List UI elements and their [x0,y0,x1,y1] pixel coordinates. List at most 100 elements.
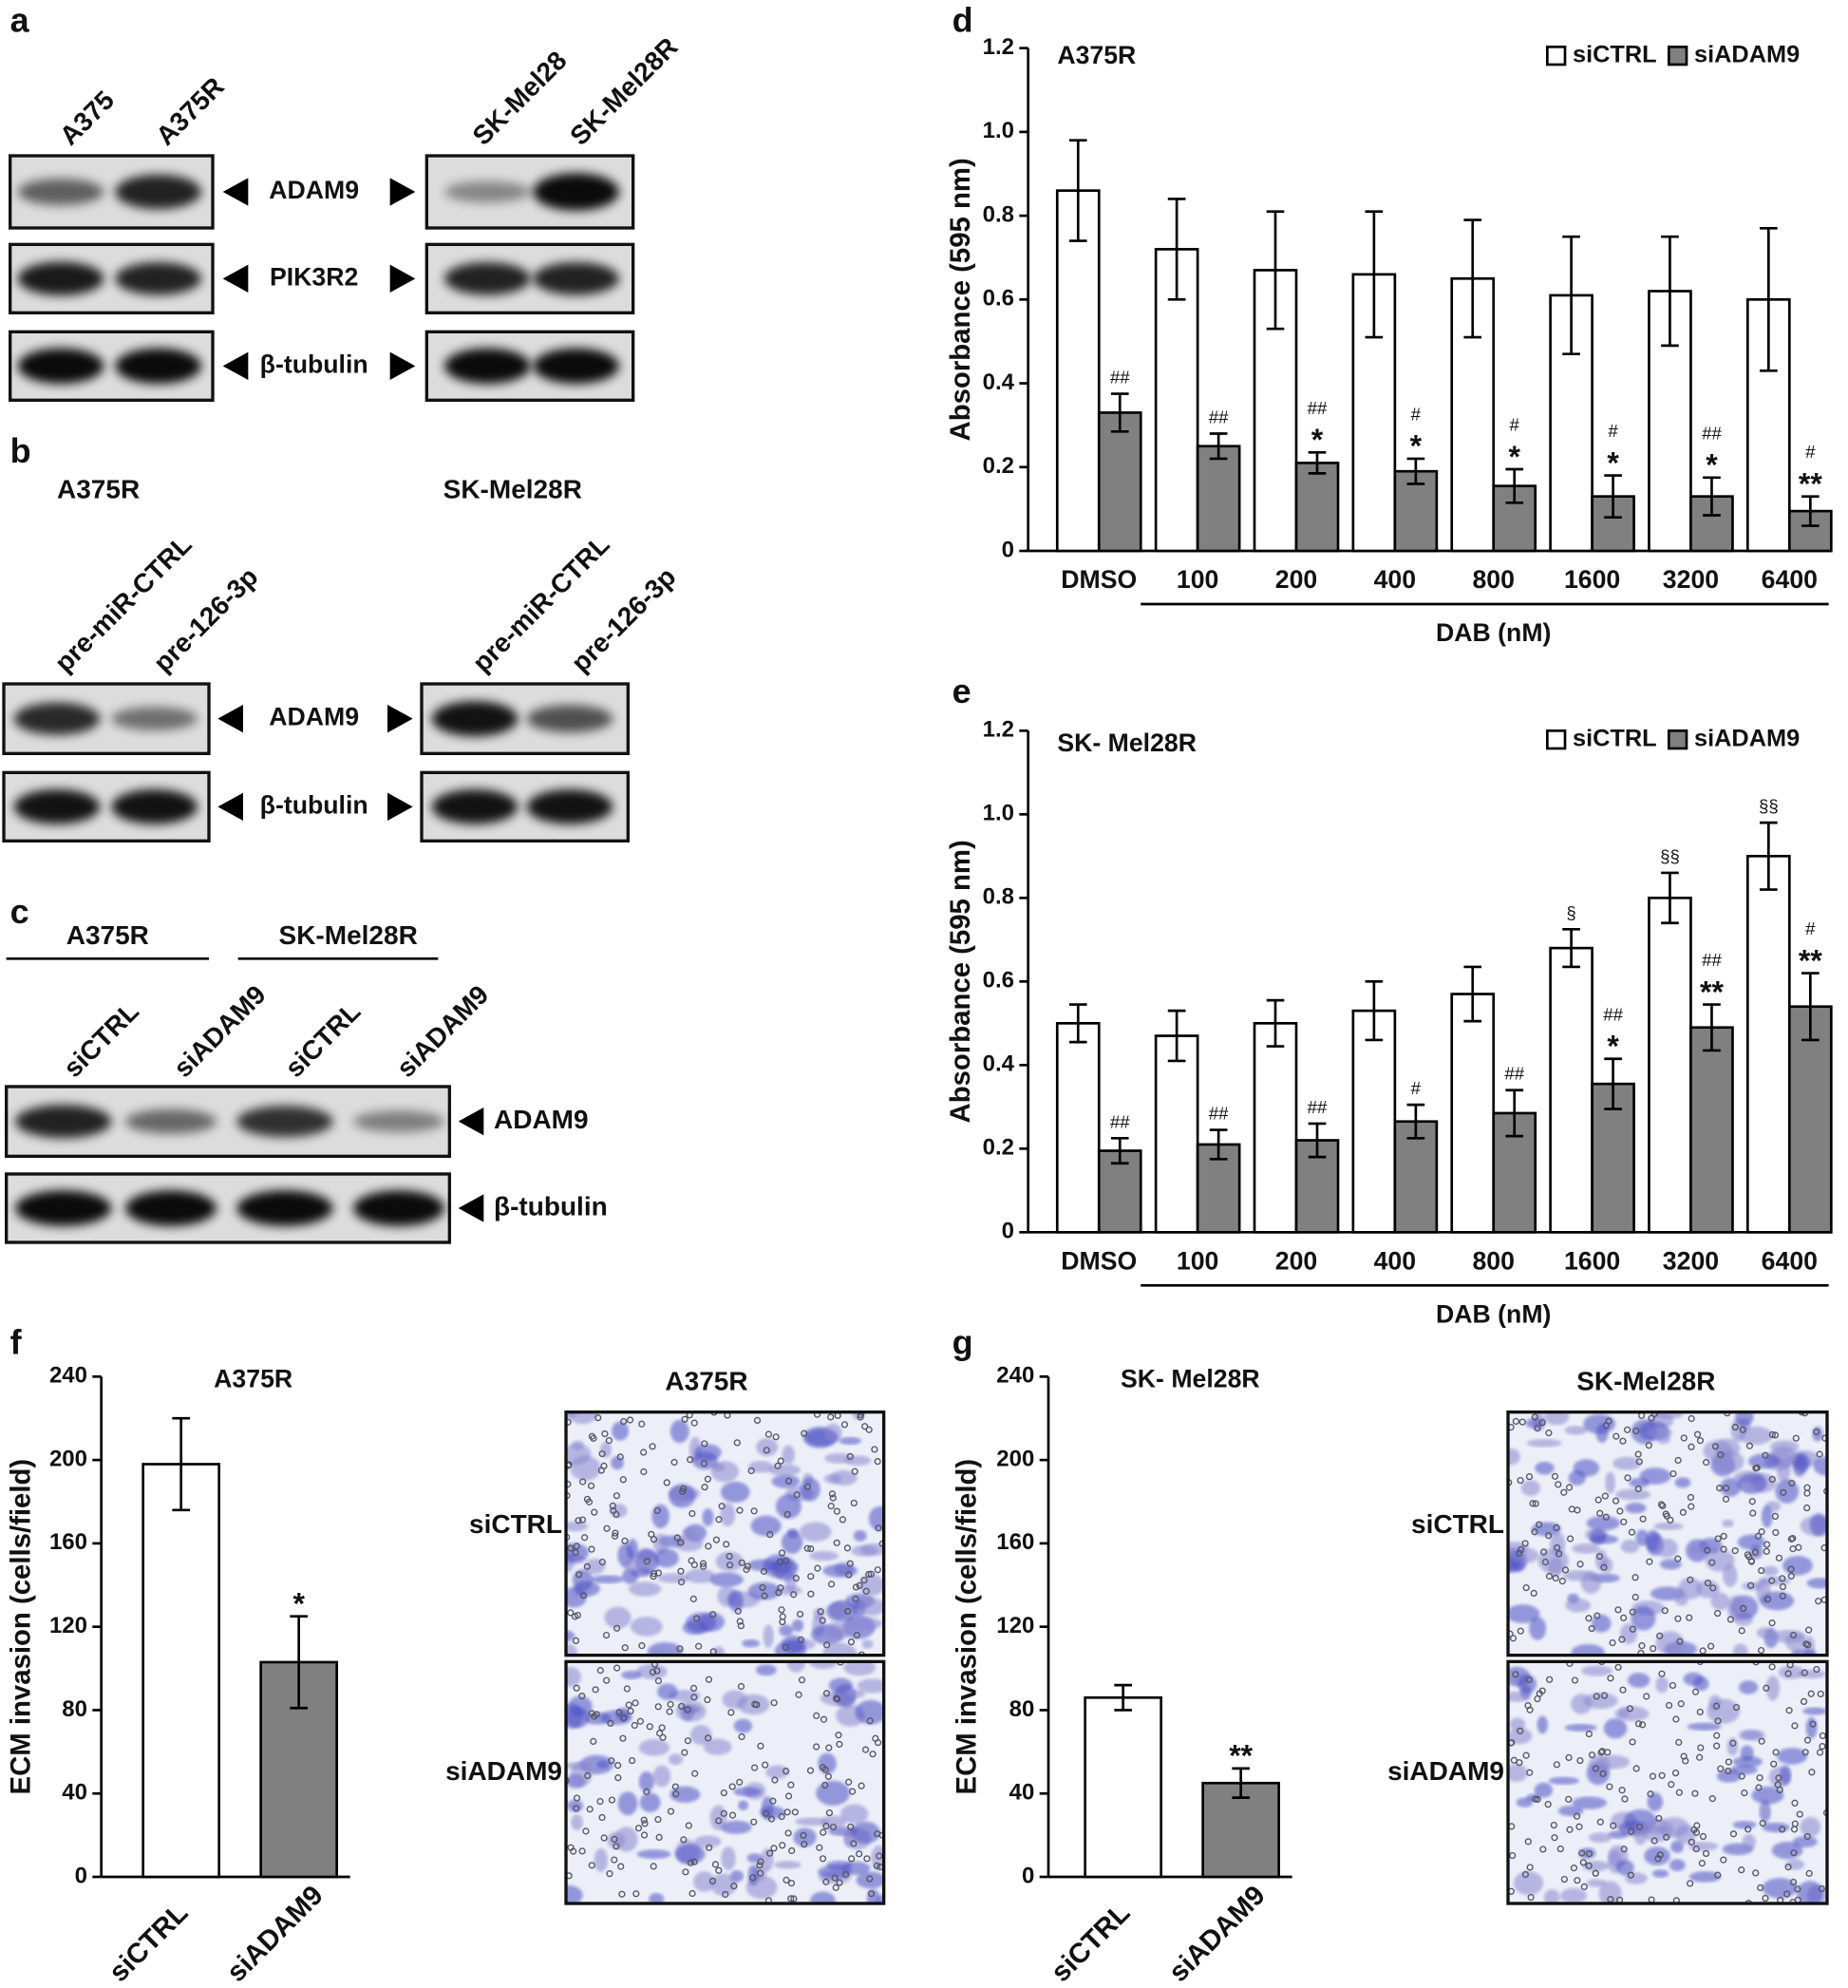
pore [850,1840,858,1847]
pore [1758,1566,1765,1575]
cell [1603,1717,1628,1739]
pore [770,1845,778,1852]
pore [1588,1751,1596,1759]
error-bar [1661,871,1679,925]
pore [1616,1507,1624,1515]
pore [874,1566,881,1574]
pore [850,1499,858,1507]
arrow [222,178,249,206]
pore [667,1700,674,1708]
pore [749,1874,757,1882]
pore [1801,1749,1809,1756]
error-bar [1308,451,1327,475]
pore [1619,1437,1627,1445]
pore [1711,1443,1720,1450]
blot [420,770,630,843]
pore [1790,1826,1799,1833]
pore [823,1641,831,1649]
pore [1568,1505,1575,1513]
error-bar [1703,1003,1721,1052]
pore [1634,1485,1642,1493]
pore [1801,1669,1808,1676]
pore [1697,1744,1705,1751]
pore [602,1631,611,1639]
significance-label: # [1510,415,1520,435]
cell [1738,1680,1759,1695]
legend-label: siADAM9 [1694,41,1800,67]
pore [1596,1509,1604,1517]
significance-label: * [1410,429,1423,464]
lane-label: A375 [54,85,120,151]
pore [1524,1838,1532,1846]
pore [1729,1739,1737,1747]
cell [779,1624,794,1637]
significance-label: ## [1110,368,1130,388]
panel-letter: b [10,431,31,470]
bar [141,1463,220,1879]
pore [1776,1786,1783,1794]
pore [1524,1702,1532,1710]
pore [1627,1871,1634,1879]
micrograph [1506,1659,1829,1905]
pore [1709,1584,1717,1592]
x-axis-label: DAB (nM) [1436,1299,1551,1328]
pore [848,1855,856,1863]
cell [1809,1513,1827,1536]
error-bar [1505,1089,1524,1138]
cell [566,1643,577,1656]
cell [823,1473,842,1484]
pore [1632,1765,1640,1772]
pore [1619,1686,1627,1694]
cell [1535,1461,1555,1475]
cell [1733,1643,1748,1656]
bar [1393,1120,1439,1234]
y-tick-label: 1.2 [983,717,1014,743]
pore [590,1737,597,1745]
pore [682,1868,689,1876]
pore [588,1862,595,1869]
y-tick-label: 0 [1002,537,1014,562]
cell [833,1600,849,1619]
pore [1544,1801,1552,1808]
group-label: SK-Mel28R [279,920,418,950]
pore [573,1684,580,1692]
significance-label: ** [1700,975,1724,1009]
significance-label: * [1509,440,1521,474]
cell [1742,1482,1756,1492]
cell [851,1544,877,1557]
bar [1055,1022,1101,1234]
cell [566,1443,592,1465]
pore [1624,1426,1631,1433]
pore [1691,1789,1699,1797]
pore [1529,1500,1537,1507]
pore [762,1761,769,1769]
cell [782,1445,796,1465]
pore [640,1831,649,1839]
cell [1670,1840,1685,1853]
error-bar [1266,210,1285,331]
group-label: A375R [66,920,149,950]
error-bar [1562,235,1580,356]
pore [722,1890,729,1899]
band [13,789,101,824]
pore [1759,1819,1766,1827]
pore [1803,1832,1811,1841]
cell [1782,1555,1813,1576]
pore [769,1797,777,1805]
pore [762,1809,770,1817]
pore [814,1564,821,1572]
pore [1819,1732,1826,1740]
row-label: siCTRL [1411,1509,1504,1539]
pore [709,1611,717,1619]
pore [856,1581,863,1589]
pore [1768,1475,1776,1484]
cell [1797,1881,1823,1903]
pore [1628,1528,1636,1536]
pore [625,1701,632,1709]
pore [852,1595,859,1602]
pore [836,1740,843,1748]
pore [1512,1671,1519,1678]
bar [1084,1695,1162,1879]
arrow [389,178,416,206]
pore [1560,1875,1568,1884]
